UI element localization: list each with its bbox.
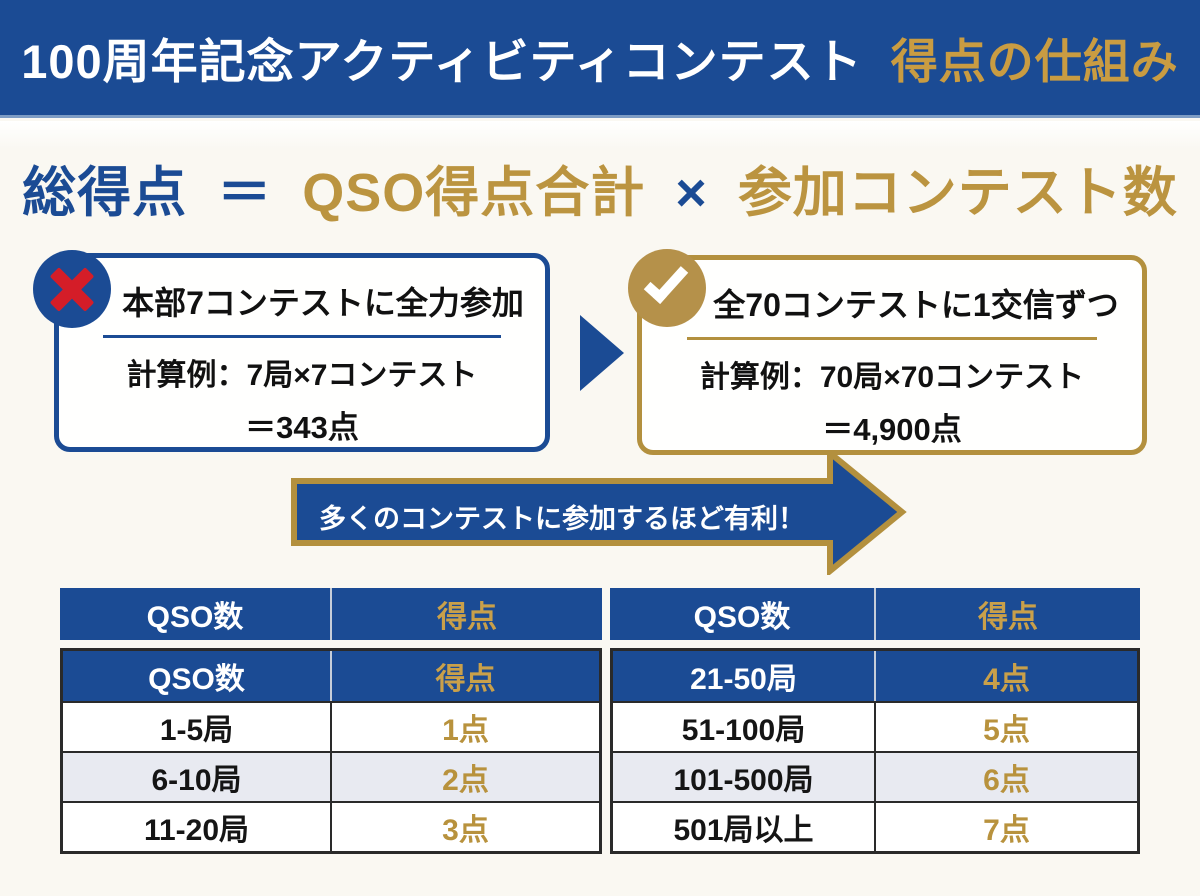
score-table-left: QSO数 得点 QSO数 得点 1-5局 1点 6-10局 2点 11-20局 … <box>60 588 602 854</box>
table-row: 21-50局 4点 <box>613 651 1137 701</box>
good-example-card: 全70コンテストに1交信ずつ 計算例：70局×70コンテスト ＝4,900点 <box>628 249 1147 455</box>
bad-example-card: 本部7コンテストに全力参加 計算例：7局×7コンテスト ＝343点 <box>33 250 550 452</box>
bad-example-divider <box>102 335 502 338</box>
bad-example-calc: 計算例：7局×7コンテスト <box>126 359 478 392</box>
advantage-arrow-label: 多くのコンテストに参加するほど有利！ <box>319 503 805 534</box>
header-glow-strip <box>0 121 1200 149</box>
good-example-calc: 計算例：70局×70コンテスト <box>699 361 1085 394</box>
page-title: 100周年記念アクティビティコンテスト 得点の仕組み <box>21 23 1179 92</box>
qso-count-cell: 11-20局 <box>63 803 332 851</box>
page-title-main: 100周年記念アクティビティコンテスト <box>21 35 863 88</box>
formula-qso-sum: QSO得点合計 <box>302 163 646 223</box>
good-example-result: ＝4,900点 <box>822 412 962 447</box>
formula-contest-count: 参加コンテスト数 <box>737 163 1178 223</box>
multiply-sign: × <box>675 163 708 223</box>
cross-icon <box>33 250 111 328</box>
qso-count-cell: 1-5局 <box>63 703 332 751</box>
score-value-cell: 2点 <box>442 764 489 797</box>
header-banner: 100周年記念アクティビティコンテスト 得点の仕組み <box>0 0 1200 118</box>
equals-sign: ＝ <box>217 163 273 223</box>
score-value-cell: 3点 <box>442 814 489 847</box>
table-row: 51-100局 5点 <box>613 701 1137 751</box>
score-header-cell: 得点 <box>437 601 497 634</box>
table-row: 501局以上 7点 <box>613 801 1137 851</box>
check-icon <box>628 249 706 327</box>
qso-header-cell: QSO数 <box>60 588 332 640</box>
qso-count-cell: 101-500局 <box>613 753 876 801</box>
table-row: 6-10局 2点 <box>63 751 599 801</box>
score-header-cell: 得点 <box>978 601 1038 634</box>
score-value-cell: 7点 <box>983 814 1030 847</box>
score-value-cell: 6点 <box>983 764 1030 797</box>
table-row: 101-500局 6点 <box>613 751 1137 801</box>
qso-count-cell: QSO数 <box>63 651 332 701</box>
formula-total: 総得点 <box>22 163 188 223</box>
score-value-cell: 1点 <box>442 714 489 747</box>
good-example-title: 全70コンテストに1交信ずつ <box>713 287 1119 323</box>
table-row: 11-20局 3点 <box>63 801 599 851</box>
qso-count-cell: 51-100局 <box>613 703 876 751</box>
qso-count-cell: 21-50局 <box>613 651 876 701</box>
qso-count-cell: 6-10局 <box>63 753 332 801</box>
score-formula: 総得点 ＝ QSO得点合計 × 参加コンテスト数 <box>0 148 1200 227</box>
score-value-cell: 4点 <box>983 663 1030 696</box>
score-value-cell: 5点 <box>983 714 1030 747</box>
qso-count-cell: 501局以上 <box>613 803 876 851</box>
table-row: QSO数 得点 <box>63 651 599 701</box>
advantage-arrow-shape <box>291 450 907 575</box>
table-row: 1-5局 1点 <box>63 701 599 751</box>
table-header-row: QSO数 得点 <box>610 588 1140 640</box>
qso-header-cell: QSO数 <box>610 588 876 640</box>
page-title-accent: 得点の仕組み <box>890 35 1179 88</box>
bad-example-title: 本部7コンテストに全力参加 <box>122 285 524 321</box>
good-example-divider <box>687 337 1097 340</box>
table-header-row: QSO数 得点 <box>60 588 602 640</box>
bad-example-result: ＝343点 <box>245 410 359 445</box>
score-value-cell: 得点 <box>435 663 496 696</box>
flow-arrow-icon <box>580 315 624 391</box>
score-table-right: QSO数 得点 21-50局 4点 51-100局 5点 101-500局 6点… <box>610 588 1140 854</box>
